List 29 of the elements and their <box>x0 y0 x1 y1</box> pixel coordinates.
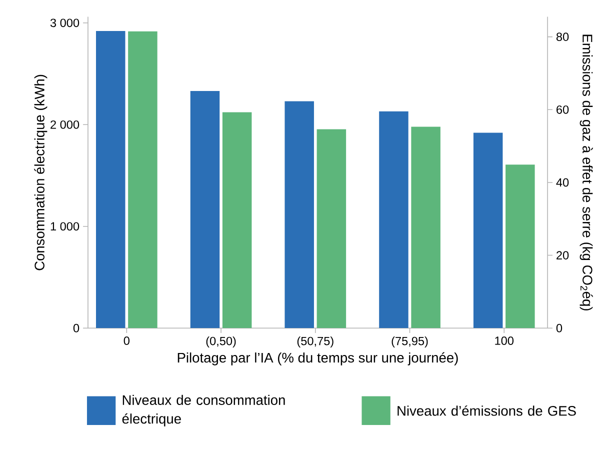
x-tick-label: (75,95) <box>392 336 428 348</box>
y-tick-label: 3 000 <box>50 18 80 28</box>
bar <box>190 91 220 328</box>
bar <box>222 112 252 328</box>
x-tick-label: (50,75) <box>297 336 334 348</box>
bar <box>379 112 408 328</box>
legend-label: Niveaux d’émissions de GES <box>398 406 576 416</box>
y-tick-label: 2 000 <box>50 120 80 129</box>
x-tick-label: 0 <box>124 336 130 346</box>
bar <box>411 126 440 328</box>
x-axis-title: Pilotage par l’IA (% du temps sur une journée) <box>178 352 458 366</box>
legend-label: Niveaux de consommation électrique <box>122 395 285 427</box>
bar <box>473 132 503 328</box>
x-tick-label: (0,50) <box>206 336 236 348</box>
bar <box>96 31 126 328</box>
y2-axis-title: Emissions de gaz à effet de serre (kg CO$_{2}$éq) <box>580 34 593 311</box>
bar <box>316 129 346 328</box>
y2-tick-label: 40 <box>556 178 569 187</box>
y2-tick-label: 80 <box>556 32 569 42</box>
bar <box>506 164 535 328</box>
bar <box>128 32 158 328</box>
y2-tick-label: 20 <box>556 251 569 260</box>
y2-tick-label: 0 <box>556 324 562 332</box>
y-axis-title: Consommation électrique (kWh) <box>34 75 48 270</box>
y-tick-label: 0 <box>73 324 80 332</box>
y2-tick-label: 60 <box>556 106 569 114</box>
x-tick-label: 100 <box>495 336 514 346</box>
bar <box>284 101 314 328</box>
y-tick-label: 1 000 <box>50 222 80 231</box>
